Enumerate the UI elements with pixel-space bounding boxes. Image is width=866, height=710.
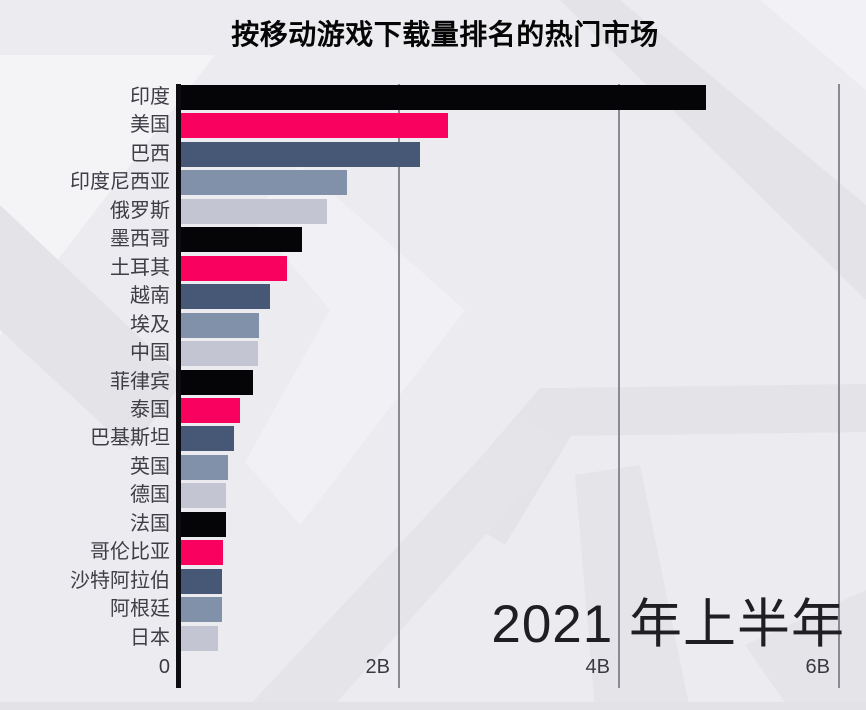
bar bbox=[178, 341, 259, 367]
category-label: 巴基斯坦 bbox=[90, 427, 170, 450]
bar bbox=[178, 227, 303, 253]
bar bbox=[178, 540, 224, 566]
bar bbox=[178, 284, 271, 310]
category-label: 巴西 bbox=[130, 142, 170, 165]
category-label: 沙特阿拉伯 bbox=[70, 569, 170, 592]
x-tick-label: 4B bbox=[585, 656, 610, 678]
x-tick-label: 2B bbox=[365, 656, 390, 678]
category-label: 哥伦比亚 bbox=[90, 541, 170, 564]
bar bbox=[178, 312, 260, 338]
category-label: 埃及 bbox=[130, 313, 170, 336]
bar bbox=[178, 170, 348, 196]
category-label: 日本 bbox=[130, 626, 170, 649]
y-axis-line bbox=[176, 84, 181, 688]
category-label: 印度尼西亚 bbox=[70, 171, 170, 194]
gridline-2b bbox=[398, 84, 400, 688]
period-label: 2021 年上半年 bbox=[491, 595, 845, 654]
category-label: 法国 bbox=[130, 512, 170, 535]
x-tick-label: 0 bbox=[158, 656, 170, 678]
bar bbox=[178, 397, 240, 423]
gridline-6b bbox=[838, 84, 840, 688]
category-label: 墨西哥 bbox=[110, 228, 170, 251]
category-label: 中国 bbox=[130, 342, 170, 365]
bar bbox=[178, 454, 228, 480]
category-label: 德国 bbox=[130, 484, 170, 507]
bar bbox=[178, 85, 706, 110]
category-label: 印度 bbox=[130, 86, 170, 108]
category-label: 英国 bbox=[130, 455, 170, 478]
bar bbox=[178, 255, 287, 281]
category-label: 阿根廷 bbox=[110, 598, 170, 621]
bar bbox=[178, 483, 227, 509]
bar bbox=[178, 568, 222, 594]
bar bbox=[178, 426, 235, 452]
bar bbox=[178, 198, 327, 224]
chart-title: 按移动游戏下载量排名的热门市场 bbox=[231, 19, 659, 50]
bar bbox=[178, 369, 253, 395]
category-label: 菲律宾 bbox=[110, 370, 170, 393]
category-label: 越南 bbox=[130, 285, 170, 308]
bar bbox=[178, 625, 218, 651]
bar bbox=[178, 141, 420, 167]
category-label: 土耳其 bbox=[110, 256, 170, 279]
category-label: 泰国 bbox=[130, 398, 170, 421]
category-label: 美国 bbox=[130, 114, 170, 137]
bar bbox=[178, 597, 222, 623]
gridline-4b bbox=[618, 84, 620, 688]
bar bbox=[178, 113, 448, 139]
bar bbox=[178, 511, 227, 537]
x-tick-label: 6B bbox=[805, 656, 830, 678]
category-label: 俄罗斯 bbox=[110, 199, 170, 222]
